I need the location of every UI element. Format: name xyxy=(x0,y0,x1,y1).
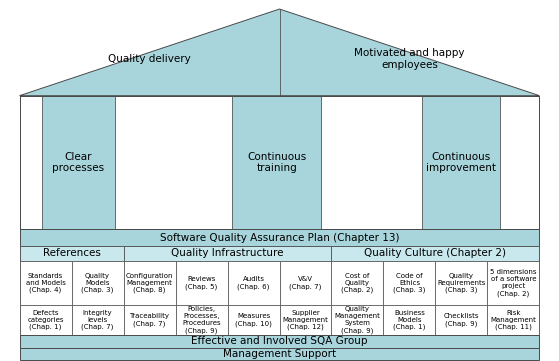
Text: Cost of
Quality
(Chap. 2): Cost of Quality (Chap. 2) xyxy=(342,273,373,293)
Text: Integrity
levels
(Chap. 7): Integrity levels (Chap. 7) xyxy=(82,310,113,330)
FancyBboxPatch shape xyxy=(422,96,500,229)
FancyBboxPatch shape xyxy=(228,305,280,335)
Text: Configuration
Management
(Chap. 8): Configuration Management (Chap. 8) xyxy=(126,273,173,293)
FancyBboxPatch shape xyxy=(232,96,321,229)
FancyBboxPatch shape xyxy=(228,261,280,305)
FancyBboxPatch shape xyxy=(331,261,383,305)
Text: Traceability
(Chap. 7): Traceability (Chap. 7) xyxy=(130,313,169,327)
FancyBboxPatch shape xyxy=(280,305,331,335)
FancyBboxPatch shape xyxy=(20,305,72,335)
Polygon shape xyxy=(20,9,539,96)
Text: Audits
(Chap. 6): Audits (Chap. 6) xyxy=(238,276,269,290)
Text: Risk
Management
(Chap. 11): Risk Management (Chap. 11) xyxy=(490,310,537,330)
FancyBboxPatch shape xyxy=(20,246,124,261)
FancyBboxPatch shape xyxy=(383,305,435,335)
FancyBboxPatch shape xyxy=(280,261,331,305)
Text: Quality
Models
(Chap. 3): Quality Models (Chap. 3) xyxy=(82,273,113,293)
Text: Motivated and happy
employees: Motivated and happy employees xyxy=(354,48,465,70)
FancyBboxPatch shape xyxy=(42,96,115,229)
FancyBboxPatch shape xyxy=(124,261,176,305)
Text: Continuous
training: Continuous training xyxy=(247,152,306,173)
FancyBboxPatch shape xyxy=(20,229,539,246)
Text: References: References xyxy=(42,248,101,258)
FancyBboxPatch shape xyxy=(176,261,228,305)
Text: Code of
Ethics
(Chap. 3): Code of Ethics (Chap. 3) xyxy=(394,273,425,293)
Text: Defects
categories
(Chap. 1): Defects categories (Chap. 1) xyxy=(27,310,64,330)
Text: Quality
Requirements
(Chap. 3): Quality Requirements (Chap. 3) xyxy=(437,273,486,293)
Text: Standards
and Models
(Chap. 4): Standards and Models (Chap. 4) xyxy=(26,273,65,293)
FancyBboxPatch shape xyxy=(20,246,539,335)
FancyBboxPatch shape xyxy=(435,305,487,335)
FancyBboxPatch shape xyxy=(124,305,176,335)
Text: 5 dimensions
of a software
project
(Chap. 2): 5 dimensions of a software project (Chap… xyxy=(490,269,537,297)
FancyBboxPatch shape xyxy=(72,305,124,335)
FancyBboxPatch shape xyxy=(20,335,539,348)
FancyBboxPatch shape xyxy=(487,305,539,335)
Text: Business
Models
(Chap. 1): Business Models (Chap. 1) xyxy=(394,310,425,330)
FancyBboxPatch shape xyxy=(435,261,487,305)
FancyBboxPatch shape xyxy=(383,261,435,305)
FancyBboxPatch shape xyxy=(20,261,72,305)
Text: Checklists
(Chap. 9): Checklists (Chap. 9) xyxy=(444,313,479,327)
Text: Measures
(Chap. 10): Measures (Chap. 10) xyxy=(235,313,272,327)
Text: Quality delivery: Quality delivery xyxy=(108,54,191,64)
FancyBboxPatch shape xyxy=(331,246,539,261)
Text: Reviews
(Chap. 5): Reviews (Chap. 5) xyxy=(186,276,217,290)
Text: Quality Culture (Chapter 2): Quality Culture (Chapter 2) xyxy=(364,248,506,258)
FancyBboxPatch shape xyxy=(72,261,124,305)
Text: Effective and Involved SQA Group: Effective and Involved SQA Group xyxy=(191,336,368,346)
Text: Policies,
Processes,
Procedures
(Chap. 9): Policies, Processes, Procedures (Chap. 9… xyxy=(182,306,221,334)
FancyBboxPatch shape xyxy=(176,305,228,335)
FancyBboxPatch shape xyxy=(124,246,331,261)
Text: Software Quality Assurance Plan (Chapter 13): Software Quality Assurance Plan (Chapter… xyxy=(160,233,399,243)
Text: Continuous
improvement: Continuous improvement xyxy=(426,152,496,173)
Text: Quality
Management
System
(Chap. 9): Quality Management System (Chap. 9) xyxy=(334,306,381,334)
FancyBboxPatch shape xyxy=(331,305,383,335)
Text: Clear
processes: Clear processes xyxy=(52,152,105,173)
Text: Quality Infrastructure: Quality Infrastructure xyxy=(171,248,284,258)
Text: Management Support: Management Support xyxy=(223,349,336,359)
Text: Supplier
Management
(Chap. 12): Supplier Management (Chap. 12) xyxy=(282,310,329,330)
FancyBboxPatch shape xyxy=(20,96,539,229)
Text: V&V
(Chap. 7): V&V (Chap. 7) xyxy=(290,276,321,290)
FancyBboxPatch shape xyxy=(20,348,539,360)
FancyBboxPatch shape xyxy=(487,261,539,305)
